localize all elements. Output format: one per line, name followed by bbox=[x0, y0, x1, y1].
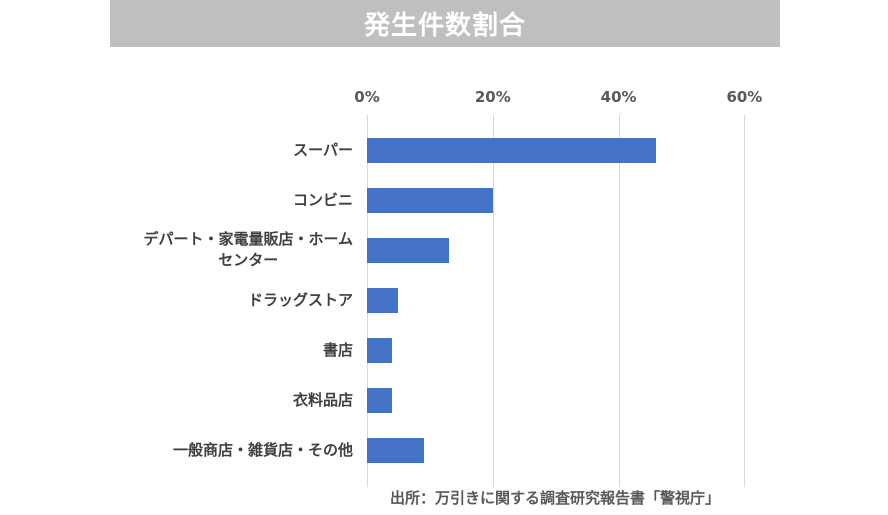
x-tick-label: 0% bbox=[354, 88, 380, 106]
x-tick-label: 20% bbox=[474, 88, 511, 106]
gridline bbox=[744, 115, 746, 487]
gridline bbox=[492, 115, 494, 487]
source-note: 出所：万引きに関する調査研究報告書「警視庁」 bbox=[390, 489, 721, 507]
category-label: 衣料品店 bbox=[292, 390, 353, 409]
category-label: スーパー bbox=[293, 140, 353, 159]
bar bbox=[367, 438, 424, 463]
category-label: 書店 bbox=[322, 340, 353, 359]
bar bbox=[367, 138, 657, 163]
category-label: 一般商店・雑貨店・その他 bbox=[172, 440, 353, 459]
bar bbox=[367, 188, 493, 213]
category-label: コンビニ bbox=[292, 190, 353, 209]
category-label: ドラッグストア bbox=[247, 290, 353, 309]
bar bbox=[367, 338, 393, 363]
chart-title: 発生件数割合 bbox=[363, 11, 526, 41]
category-label: デパート・家電量販店・ホーム センター bbox=[143, 230, 353, 269]
bar bbox=[367, 238, 449, 263]
chart-title-bar: 発生件数割合 bbox=[110, 0, 780, 47]
bar bbox=[367, 388, 393, 413]
gridline bbox=[618, 115, 620, 487]
bar bbox=[367, 288, 399, 313]
x-tick-label: 60% bbox=[726, 88, 763, 106]
x-tick-label: 40% bbox=[600, 88, 637, 106]
